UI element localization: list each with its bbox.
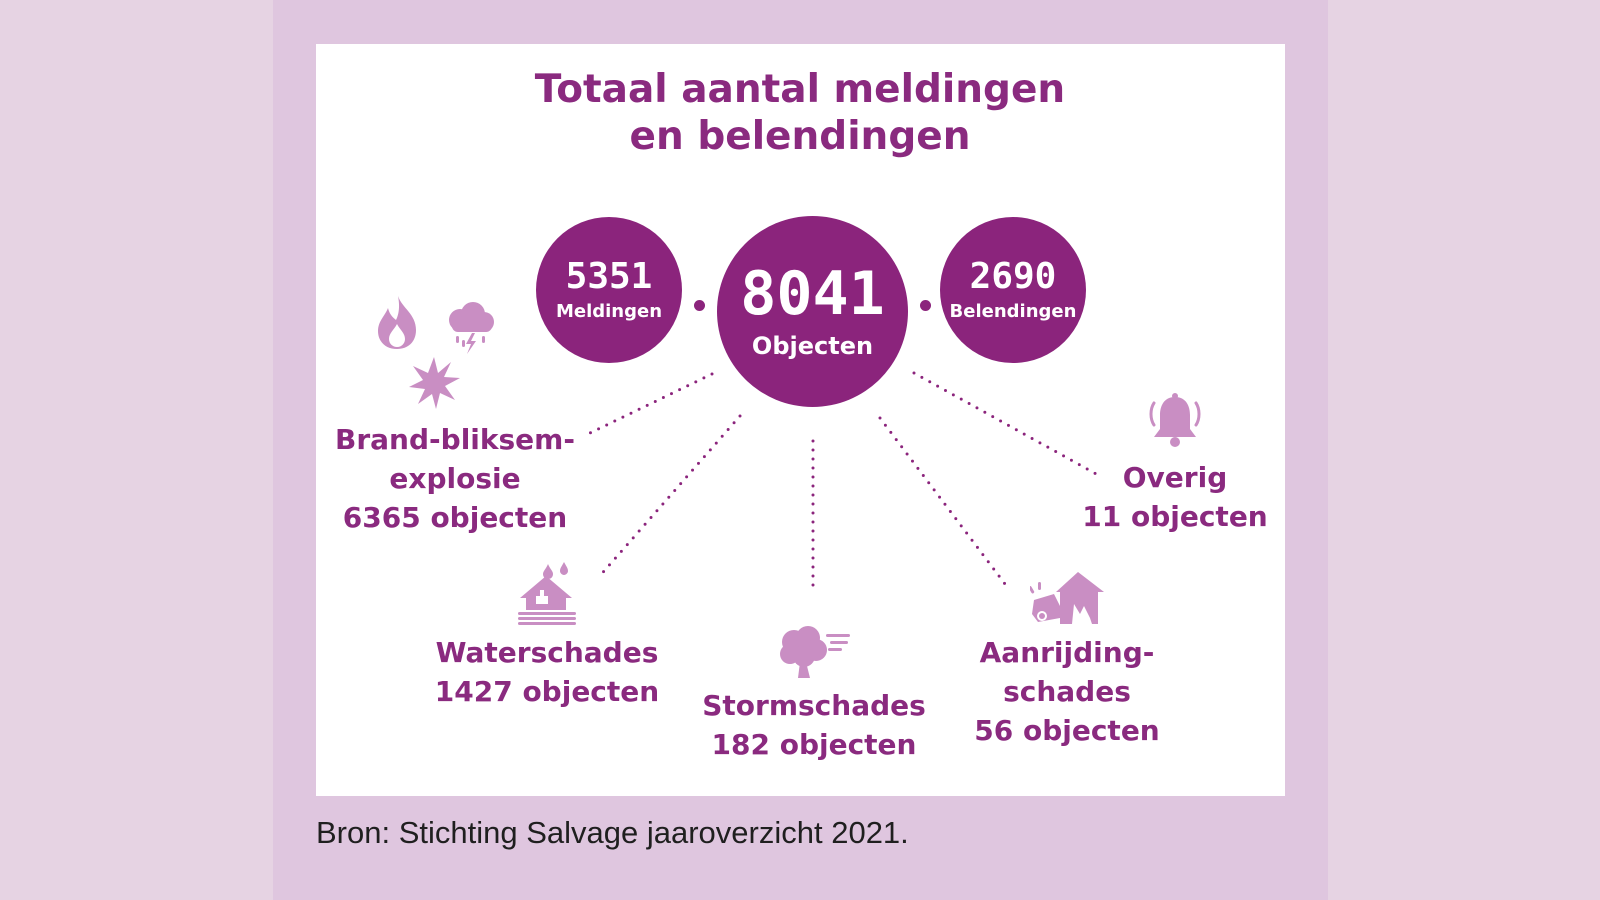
category-aanrijding: Aanrijding- schades 56 objecten: [958, 633, 1176, 750]
meldingen-bubble: 5351 Meldingen: [536, 217, 682, 363]
bell-icon: [1149, 393, 1201, 447]
belendingen-value: 2690: [969, 255, 1057, 297]
title-line-1: Totaal aantal meldingen: [534, 67, 1066, 112]
objecten-label: Objecten: [751, 331, 874, 360]
belendingen-label: Belendingen: [949, 300, 1077, 322]
category-aanrijding-line-2: schades: [1003, 675, 1131, 708]
bubble-separator-dot: [920, 300, 931, 311]
category-storm-line-1: Stormschades: [702, 689, 926, 722]
category-brand-line-1: Brand-bliksem-: [335, 423, 575, 456]
category-brand: Brand-bliksem- explosie 6365 objecten: [333, 420, 577, 537]
belendingen-bubble: 2690 Belendingen: [940, 217, 1086, 363]
category-overig-line-1: Overig: [1122, 461, 1228, 494]
category-aanrijding-count: 56 objecten: [974, 714, 1160, 747]
category-aanrijding-line-1: Aanrijding-: [979, 636, 1155, 669]
category-overig: Overig 11 objecten: [1070, 458, 1280, 536]
meldingen-label: Meldingen: [555, 300, 663, 322]
connector-aanrijding: [878, 416, 1010, 590]
car-crash-house-icon: [1030, 572, 1104, 624]
connector-overig: [912, 371, 1100, 477]
category-storm-count: 182 objecten: [711, 728, 917, 761]
category-water-line-1: Waterschades: [435, 636, 659, 669]
bubble-separator-dot: [694, 300, 705, 311]
title-line-2: en belendingen: [629, 114, 971, 159]
category-brand-line-2: explosie: [389, 462, 521, 495]
connector-brand: [586, 372, 714, 436]
explosion-icon: [409, 357, 460, 409]
wind-tree-icon: [780, 626, 850, 678]
source-caption: Bron: Stichting Salvage jaaroverzicht 20…: [316, 815, 909, 850]
category-storm: Stormschades 182 objecten: [694, 686, 934, 764]
category-water: Waterschades 1427 objecten: [432, 633, 662, 711]
infographic-title: Totaal aantal meldingen en belendingen: [0, 66, 1600, 160]
objecten-bubble: 8041 Objecten: [717, 216, 908, 407]
category-water-count: 1427 objecten: [434, 675, 660, 708]
flooded-house-icon: [518, 562, 576, 625]
connector-water: [596, 414, 742, 580]
storm-cloud-icon: [449, 302, 494, 354]
flame-icon: [378, 296, 416, 349]
meldingen-value: 5351: [565, 255, 653, 297]
objecten-value: 8041: [740, 258, 885, 329]
category-brand-count: 6365 objecten: [342, 501, 568, 534]
category-overig-count: 11 objecten: [1082, 500, 1268, 533]
